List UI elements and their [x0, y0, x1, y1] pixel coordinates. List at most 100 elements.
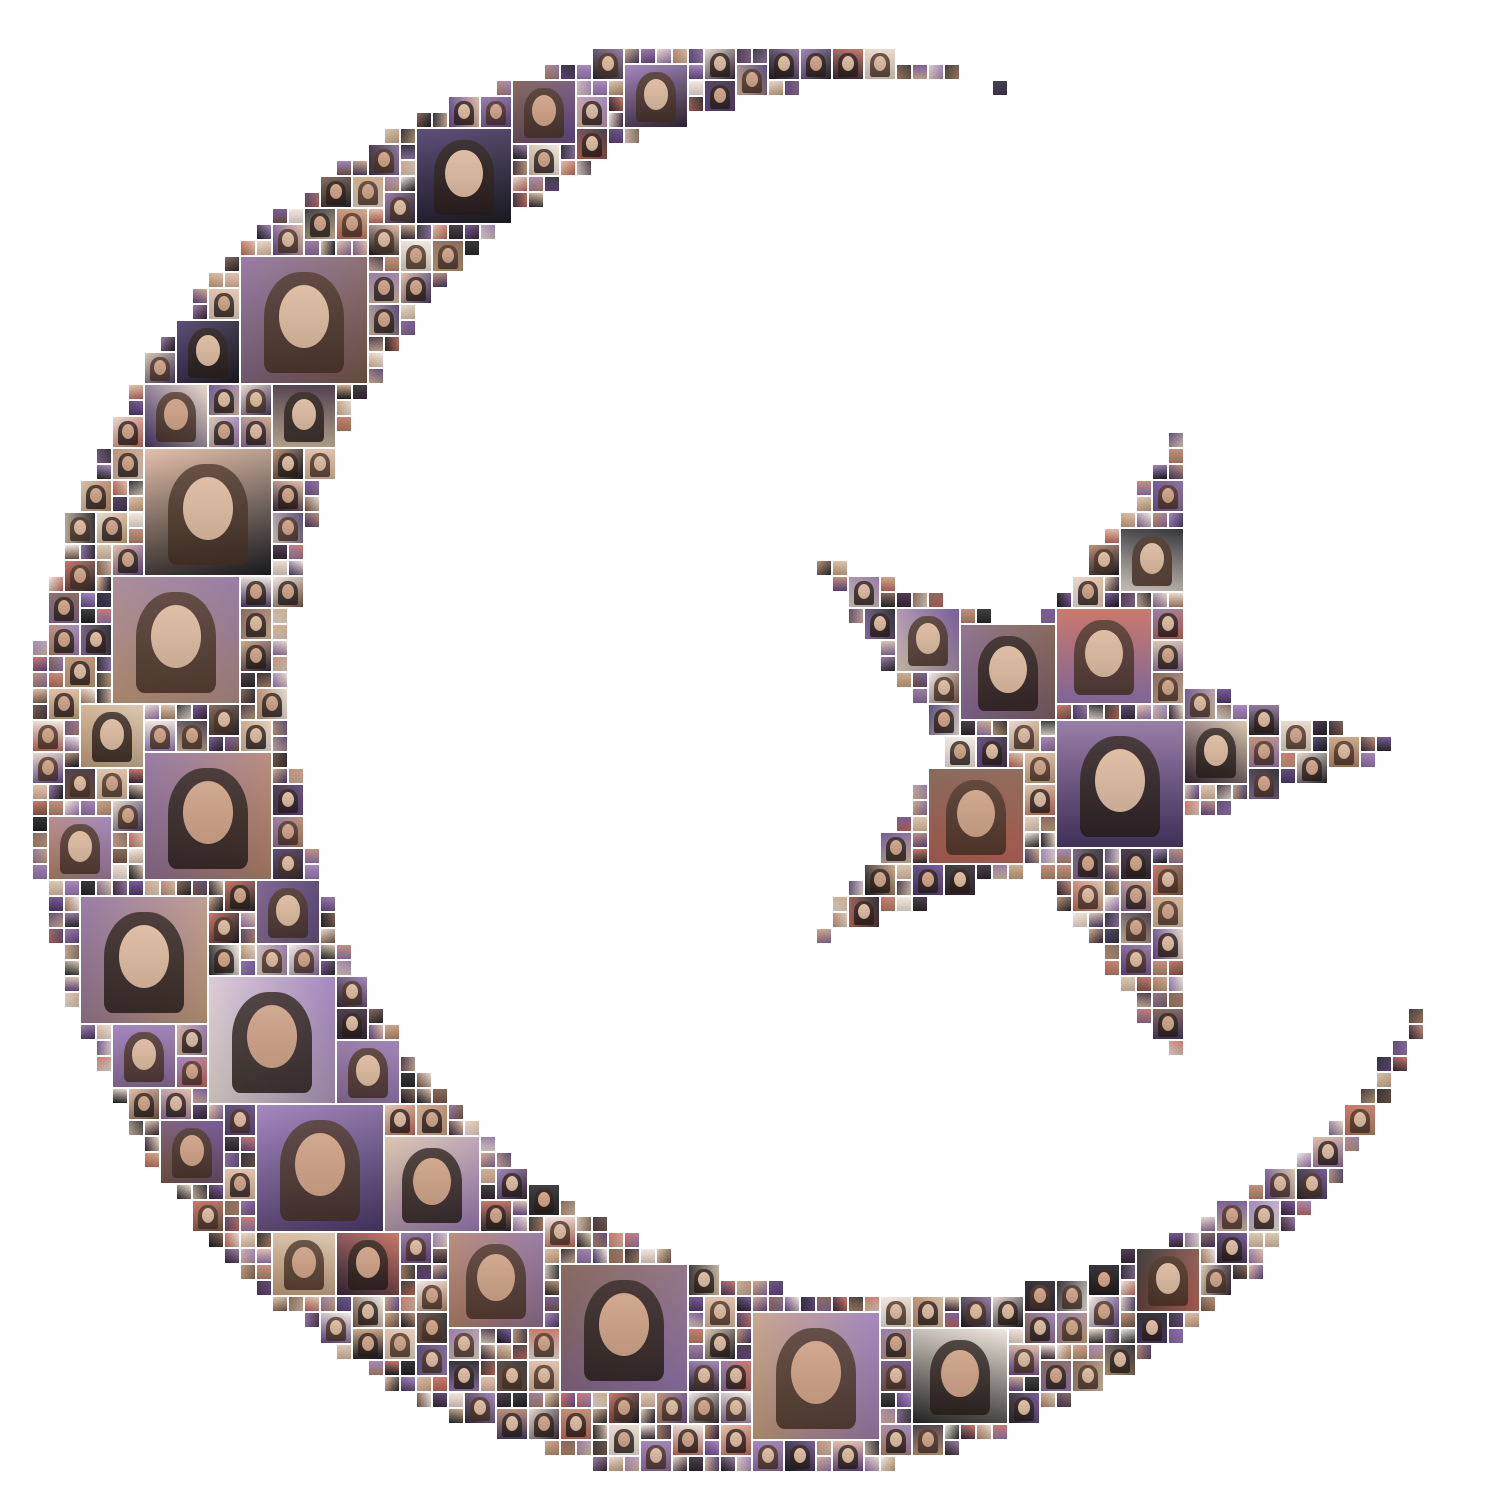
mosaic-photo-tile — [1025, 1281, 1055, 1311]
mosaic-photo-tile — [1169, 465, 1183, 479]
mosaic-photo-tile — [577, 129, 607, 159]
mosaic-photo-tile — [1137, 705, 1151, 719]
mosaic-photo-tile — [593, 1217, 607, 1231]
mosaic-photo-tile — [49, 817, 111, 879]
mosaic-photo-tile — [1057, 1345, 1071, 1359]
mosaic-photo-tile — [817, 1297, 831, 1311]
mosaic-photo-tile — [577, 1233, 591, 1247]
mosaic-photo-tile — [561, 145, 575, 159]
mosaic-photo-tile — [97, 769, 127, 799]
mosaic-photo-tile — [1249, 1201, 1279, 1231]
mosaic-photo-tile — [817, 1457, 831, 1471]
mosaic-photo-tile — [241, 257, 367, 383]
mosaic-photo-tile — [433, 1265, 447, 1279]
mosaic-photo-tile — [609, 113, 623, 127]
mosaic-photo-tile — [257, 1233, 271, 1247]
mosaic-photo-tile — [273, 641, 287, 655]
mosaic-photo-tile — [65, 737, 79, 751]
mosaic-photo-tile — [1377, 1073, 1391, 1087]
mosaic-photo-tile — [273, 209, 287, 223]
mosaic-photo-tile — [289, 769, 303, 783]
mosaic-photo-tile — [1121, 1281, 1135, 1295]
mosaic-photo-tile — [593, 49, 623, 79]
mosaic-photo-tile — [209, 1233, 223, 1247]
mosaic-photo-tile — [465, 1121, 479, 1135]
mosaic-photo-tile — [609, 1457, 623, 1471]
mosaic-photo-tile — [1105, 897, 1119, 911]
mosaic-photo-tile — [609, 81, 623, 95]
mosaic-photo-tile — [1153, 849, 1167, 863]
mosaic-photo-tile — [33, 673, 47, 687]
mosaic-photo-tile — [1121, 977, 1135, 991]
mosaic-photo-tile — [369, 369, 383, 383]
mosaic-photo-tile — [273, 721, 287, 735]
mosaic-photo-tile — [401, 177, 415, 191]
mosaic-photo-tile — [481, 1137, 495, 1151]
mosaic-photo-tile — [273, 785, 303, 815]
mosaic-photo-tile — [1089, 1345, 1103, 1359]
mosaic-photo-tile — [1249, 769, 1279, 799]
mosaic-photo-tile — [65, 993, 79, 1007]
mosaic-photo-tile — [129, 849, 143, 863]
mosaic-photo-tile — [881, 1297, 911, 1327]
mosaic-photo-tile — [1105, 929, 1119, 943]
mosaic-photo-tile — [1153, 481, 1183, 511]
mosaic-photo-tile — [113, 497, 127, 511]
mosaic-photo-tile — [273, 609, 287, 623]
mosaic-photo-tile — [881, 1425, 911, 1455]
mosaic-photo-tile — [401, 145, 415, 159]
mosaic-photo-tile — [641, 1249, 655, 1263]
mosaic-photo-tile — [737, 1313, 751, 1327]
mosaic-photo-tile — [721, 1361, 751, 1391]
mosaic-photo-tile — [225, 1137, 239, 1151]
mosaic-photo-tile — [1105, 849, 1119, 863]
mosaic-photo-tile — [433, 1089, 447, 1103]
mosaic-photo-tile — [193, 1185, 207, 1199]
mosaic-photo-tile — [1121, 1265, 1135, 1279]
mosaic-photo-tile — [513, 145, 527, 159]
mosaic-photo-tile — [945, 865, 975, 895]
mosaic-photo-tile — [641, 49, 655, 63]
mosaic-photo-tile — [881, 593, 895, 607]
mosaic-photo-tile — [1057, 1281, 1087, 1311]
mosaic-photo-tile — [49, 881, 63, 895]
mosaic-photo-tile — [913, 1425, 943, 1455]
mosaic-photo-tile — [1041, 1345, 1055, 1359]
mosaic-photo-tile — [65, 657, 95, 687]
mosaic-photo-tile — [241, 241, 255, 255]
mosaic-photo-tile — [385, 177, 399, 191]
mosaic-photo-tile — [1201, 1233, 1215, 1247]
mosaic-photo-tile — [145, 385, 207, 447]
mosaic-photo-tile — [321, 961, 335, 975]
mosaic-photo-tile — [1057, 849, 1071, 863]
mosaic-photo-tile — [1057, 865, 1071, 879]
mosaic-photo-tile — [49, 673, 63, 687]
mosaic-photo-tile — [1057, 593, 1071, 607]
mosaic-photo-tile — [353, 177, 383, 207]
mosaic-photo-tile — [225, 273, 239, 287]
mosaic-photo-tile — [401, 1377, 415, 1391]
mosaic-photo-tile — [241, 417, 271, 447]
mosaic-photo-tile — [433, 1393, 447, 1407]
mosaic-photo-tile — [337, 977, 367, 1007]
mosaic-photo-tile — [97, 465, 111, 479]
mosaic-photo-tile — [1201, 1265, 1231, 1295]
mosaic-photo-tile — [305, 1313, 319, 1327]
mosaic-photo-tile — [689, 81, 703, 95]
mosaic-photo-tile — [161, 705, 175, 719]
mosaic-photo-tile — [1121, 705, 1135, 719]
mosaic-photo-tile — [737, 1297, 751, 1311]
mosaic-photo-tile — [97, 657, 111, 671]
mosaic-photo-tile — [1009, 1393, 1039, 1423]
mosaic-photo-tile — [1105, 705, 1119, 719]
mosaic-photo-tile — [1057, 609, 1151, 703]
mosaic-photo-tile — [801, 1297, 815, 1311]
mosaic-photo-tile — [273, 385, 335, 447]
mosaic-photo-tile — [33, 641, 47, 655]
mosaic-photo-tile — [577, 97, 607, 127]
mosaic-photo-tile — [145, 1121, 159, 1135]
mosaic-photo-tile — [385, 193, 415, 223]
mosaic-photo-tile — [65, 977, 79, 991]
mosaic-photo-tile — [417, 1265, 431, 1279]
mosaic-photo-tile — [401, 1073, 415, 1087]
